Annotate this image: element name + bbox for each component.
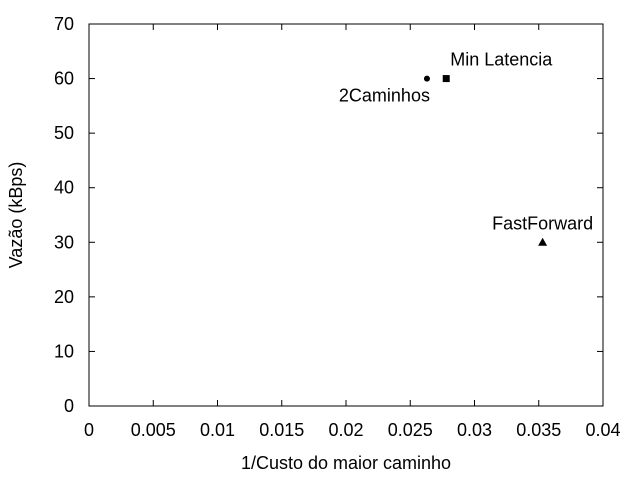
point-label: FastForward (492, 213, 593, 233)
x-tick-label: 0.04 (585, 420, 620, 440)
y-tick-label: 0 (64, 396, 74, 416)
point-label: Min Latencia (450, 50, 553, 70)
x-tick-label: 0.015 (259, 420, 304, 440)
y-tick-label: 10 (54, 341, 74, 361)
y-tick-label: 50 (54, 123, 74, 143)
x-tick-label: 0.035 (516, 420, 561, 440)
y-axis-ticks: 0 10 20 30 40 50 60 70 (54, 14, 603, 416)
x-tick-label: 0 (84, 420, 94, 440)
y-tick-label: 40 (54, 178, 74, 198)
y-tick-label: 60 (54, 69, 74, 89)
x-tick-label: 0.025 (388, 420, 433, 440)
x-axis-label: 1/Custo do maior caminho (241, 453, 451, 473)
y-axis-label: Vazão (kBps) (6, 162, 26, 269)
data-points: 2Caminhos Min Latencia FastForward (339, 50, 593, 246)
x-tick-label: 0.02 (328, 420, 363, 440)
y-tick-label: 70 (54, 14, 74, 34)
x-axis-ticks: 0 0.005 0.01 0.015 0.02 0.025 0.03 0.035 0.04 (84, 24, 621, 440)
y-tick-label: 20 (54, 287, 74, 307)
x-tick-label: 0.01 (200, 420, 235, 440)
x-tick-label: 0.03 (457, 420, 492, 440)
y-tick-label: 30 (54, 232, 74, 252)
point-marker-2caminhos (423, 75, 430, 82)
x-tick-label: 0.005 (131, 420, 176, 440)
point-marker-fastforward (538, 237, 548, 246)
point-label: 2Caminhos (339, 86, 430, 106)
point-marker-min-latencia (442, 75, 450, 83)
